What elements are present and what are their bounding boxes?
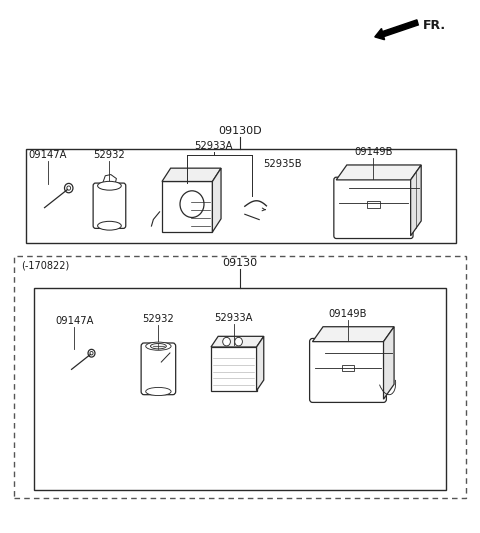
- Ellipse shape: [146, 387, 171, 395]
- FancyBboxPatch shape: [141, 343, 176, 394]
- Polygon shape: [384, 327, 394, 399]
- Text: 09149B: 09149B: [354, 147, 393, 157]
- Polygon shape: [312, 327, 394, 342]
- Text: 52932: 52932: [143, 314, 174, 324]
- Ellipse shape: [97, 221, 121, 230]
- Circle shape: [223, 337, 230, 346]
- Text: 09147A: 09147A: [55, 316, 94, 326]
- Text: 52932: 52932: [94, 150, 125, 160]
- Polygon shape: [212, 168, 221, 232]
- Text: (-170822): (-170822): [22, 260, 70, 270]
- Polygon shape: [256, 336, 264, 391]
- Ellipse shape: [97, 181, 121, 190]
- Bar: [26, 149, 456, 243]
- Bar: [34, 288, 446, 490]
- Bar: [14, 256, 466, 498]
- FancyBboxPatch shape: [334, 177, 413, 239]
- Polygon shape: [336, 165, 421, 180]
- Bar: [342, 365, 354, 372]
- Bar: [367, 201, 380, 208]
- FancyArrow shape: [375, 20, 418, 40]
- Bar: [162, 181, 212, 232]
- Text: 09149B: 09149B: [329, 309, 367, 319]
- Text: 52933A: 52933A: [194, 141, 233, 151]
- Polygon shape: [411, 165, 421, 236]
- Text: 52935B: 52935B: [263, 159, 301, 169]
- Ellipse shape: [151, 343, 166, 349]
- Text: 09130D: 09130D: [218, 126, 262, 136]
- Text: FR.: FR.: [422, 19, 445, 31]
- Text: 09130: 09130: [222, 257, 258, 268]
- Circle shape: [235, 337, 242, 346]
- Text: 09147A: 09147A: [29, 150, 67, 160]
- FancyBboxPatch shape: [211, 347, 256, 391]
- Polygon shape: [211, 336, 264, 347]
- Text: 52933A: 52933A: [215, 313, 253, 323]
- Ellipse shape: [146, 342, 171, 350]
- Polygon shape: [162, 168, 221, 181]
- FancyBboxPatch shape: [93, 183, 126, 228]
- FancyBboxPatch shape: [310, 338, 386, 402]
